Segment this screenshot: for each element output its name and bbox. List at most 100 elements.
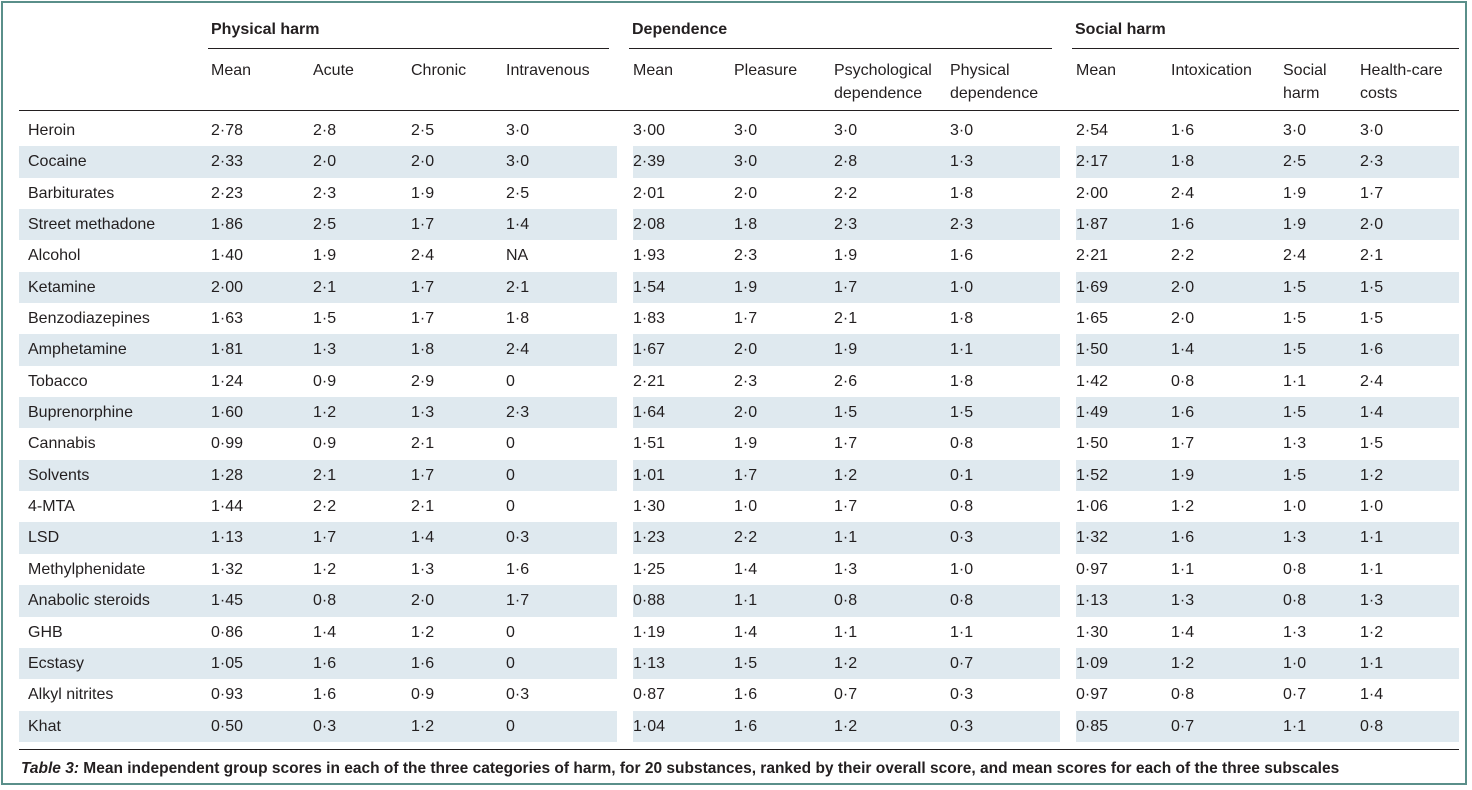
- score-cell: 2·3: [834, 216, 858, 234]
- score-cell: 2·5: [313, 216, 337, 234]
- score-cell: 0·8: [1283, 560, 1307, 578]
- score-cell: 1·1: [1360, 560, 1384, 578]
- group-gap: [617, 710, 633, 742]
- score-cell: 1·13: [1076, 592, 1109, 610]
- score-cell: 0·8: [1171, 686, 1195, 704]
- table-row: Khat 0·50 0·3 1·2 0 1·04 1·6 1·2 0·3 0·85 0·7 1·1 0·…: [19, 710, 1459, 742]
- column-header-line: Pleasure: [734, 62, 798, 79]
- score-cell: 2·0: [1171, 278, 1195, 296]
- score-cell: 0: [506, 623, 515, 641]
- score-cell: 0·7: [950, 654, 974, 672]
- score-cell: 1·13: [633, 654, 666, 672]
- group-gap: [1060, 428, 1076, 460]
- group-gap: [1060, 397, 1076, 429]
- substance-name: 4-MTA: [28, 498, 75, 516]
- group-gap: [1060, 647, 1076, 680]
- score-cell: 1·7: [411, 466, 435, 484]
- score-cell: 1·1: [1283, 717, 1307, 735]
- score-cell: 1·6: [1360, 341, 1384, 359]
- substance-name: GHB: [28, 623, 63, 641]
- score-cell: 1·3: [1283, 623, 1307, 641]
- score-cell: 2·8: [834, 153, 858, 171]
- score-cell: 1·64: [633, 404, 666, 422]
- group-gap: [1060, 491, 1076, 523]
- substance-name: Ecstasy: [28, 654, 85, 672]
- score-cell: 2·01: [633, 184, 666, 202]
- score-cell: 1·30: [1076, 623, 1109, 641]
- score-cell: 2·5: [1283, 153, 1307, 171]
- score-cell: 1·1: [950, 623, 974, 641]
- score-cell: 1·8: [411, 341, 435, 359]
- column-header-line: Psychological: [834, 62, 932, 79]
- score-cell: 2·1: [313, 466, 337, 484]
- score-cell: 0·7: [834, 686, 858, 704]
- score-cell: 1·2: [1171, 654, 1195, 672]
- score-cell: 3·0: [834, 122, 858, 139]
- header-rule: [19, 110, 1459, 111]
- score-cell: 2·0: [1360, 216, 1384, 234]
- substance-name: Cannabis: [28, 435, 96, 453]
- score-cell: 1·1: [1360, 654, 1384, 672]
- score-cell: 1·7: [734, 310, 758, 328]
- score-cell: 0·50: [211, 717, 244, 735]
- score-cell: 1·2: [834, 717, 858, 735]
- group-social-harm: Social harm: [1075, 21, 1166, 38]
- group-dependence: Dependence: [632, 21, 728, 38]
- table-row: Cannabis 0·99 0·9 2·1 0 1·51 1·9 1·7 0·8 1·50 1·7 1…: [19, 428, 1459, 460]
- score-cell: 1·7: [834, 498, 858, 516]
- group-gap: [617, 428, 633, 460]
- table-caption: Table 3: Mean independent group scores i…: [21, 760, 1339, 778]
- score-cell: 0·8: [950, 435, 974, 453]
- substance-name: Anabolic steroids: [28, 592, 150, 610]
- score-cell: 1·7: [834, 435, 858, 453]
- group-gap: [1060, 146, 1076, 178]
- score-cell: 2·4: [411, 247, 435, 265]
- column-header-line: Chronic: [411, 62, 467, 79]
- substance-name: Benzodiazepines: [28, 310, 150, 328]
- score-cell: 0: [506, 717, 515, 735]
- score-cell: 0·9: [313, 372, 337, 390]
- group-gap: [1060, 679, 1076, 711]
- column-header-line: Health-care: [1360, 62, 1443, 79]
- score-cell: 0·8: [313, 592, 337, 610]
- score-cell: 1·1: [734, 592, 758, 610]
- score-cell: 1·4: [1360, 686, 1384, 704]
- score-cell: 0: [506, 435, 515, 453]
- score-cell: 1·09: [1076, 654, 1109, 672]
- score-cell: 0·3: [506, 529, 530, 547]
- score-cell: 1·4: [734, 560, 758, 578]
- table-row: Methylphenidate 1·32 1·2 1·3 1·6 1·25 1·4 1·3 1·…: [19, 553, 1459, 586]
- score-cell: 1·0: [950, 278, 974, 296]
- group-gap: [617, 240, 633, 272]
- score-cell: 2·9: [411, 372, 435, 390]
- group-gap: [1060, 334, 1076, 366]
- substance-name: Cocaine: [28, 153, 87, 171]
- score-cell: 2·0: [734, 184, 758, 202]
- group-gap: [617, 553, 633, 586]
- score-cell: 2·4: [1283, 247, 1307, 265]
- score-cell: 1·8: [506, 310, 530, 328]
- score-cell: 1·5: [313, 310, 337, 328]
- score-cell: 2·0: [411, 592, 435, 610]
- table-row: 4-MTA 1·44 2·2 2·1 0 1·30 1·0 1·7 0·8 1·06 1·2 1·0 1…: [19, 491, 1459, 523]
- score-cell: 1·5: [1283, 278, 1307, 296]
- score-cell: 1·19: [633, 623, 666, 641]
- score-cell: 2·08: [633, 216, 666, 234]
- group-gap: [617, 271, 633, 304]
- score-cell: 1·51: [633, 435, 666, 453]
- group-gap: [1060, 459, 1076, 492]
- score-cell: 1·25: [633, 560, 666, 578]
- score-cell: 2·3: [506, 404, 530, 422]
- group-gap: [1060, 522, 1076, 554]
- score-cell: 1·6: [950, 247, 974, 265]
- score-cell: 1·5: [1283, 466, 1307, 484]
- score-cell: 1·5: [1283, 341, 1307, 359]
- score-cell: 1·3: [950, 153, 974, 171]
- score-cell: 1·6: [313, 686, 337, 704]
- score-cell: 1·6: [1171, 404, 1195, 422]
- column-header-line: Social: [1283, 62, 1327, 79]
- score-cell: NA: [506, 247, 529, 265]
- score-cell: 2·54: [1076, 122, 1109, 139]
- score-cell: 1·87: [1076, 216, 1109, 234]
- column-header-line: dependence: [950, 85, 1039, 102]
